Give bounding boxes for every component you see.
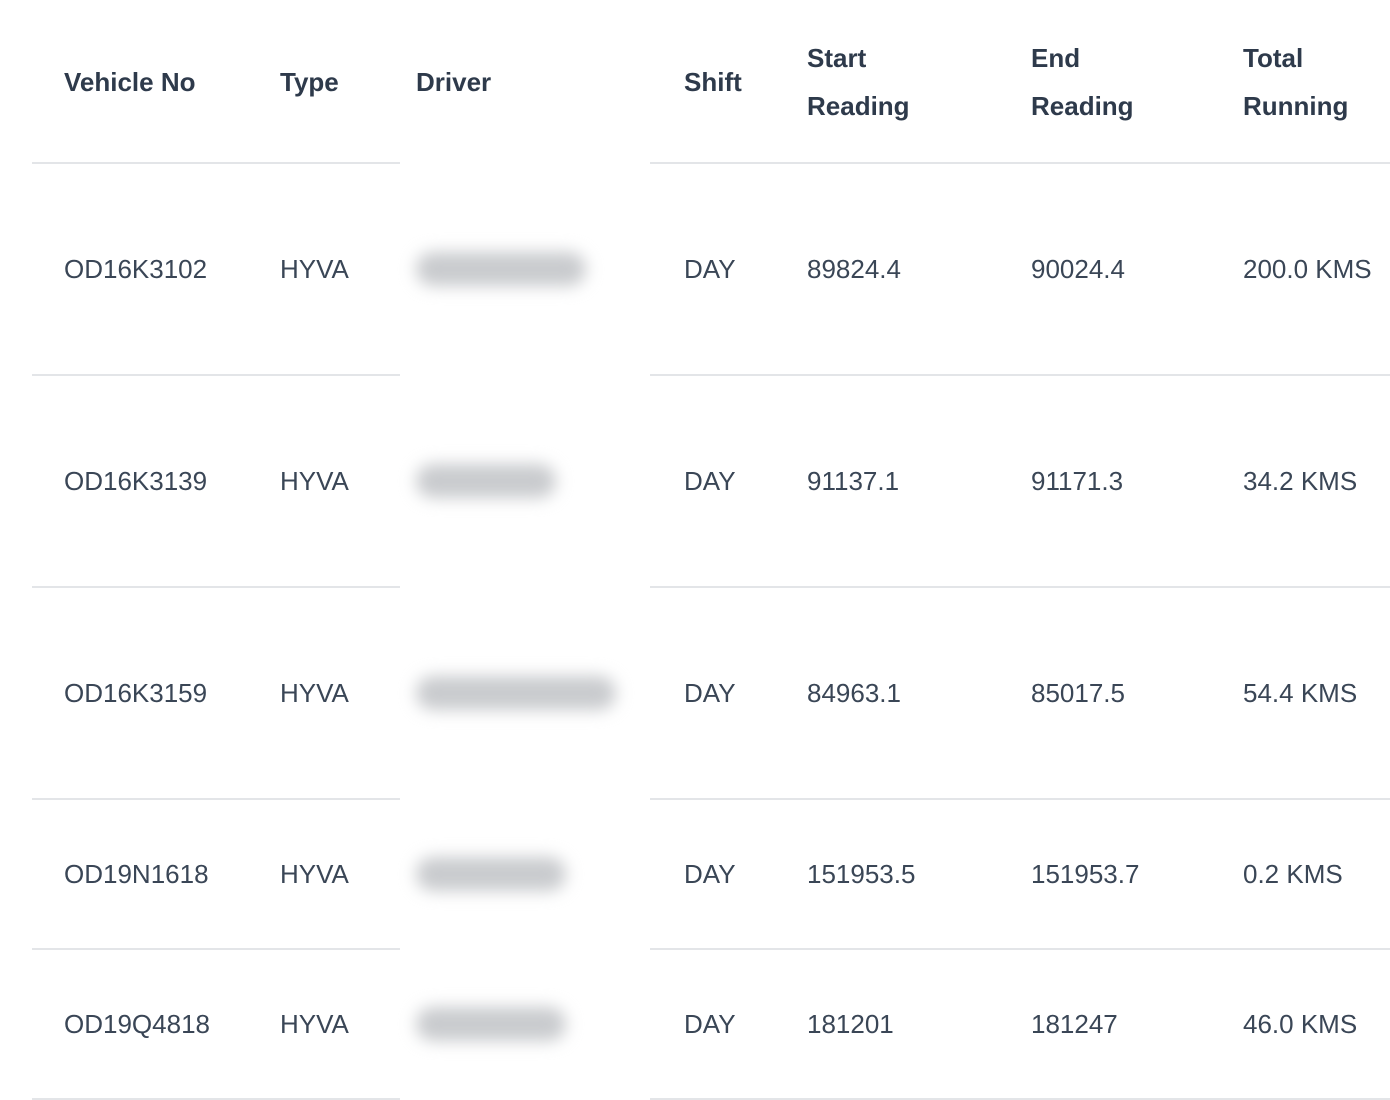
table-cell: 91137.1 (807, 465, 900, 496)
table-cell: OD19Q4818 (64, 1008, 210, 1039)
column-header: End Reading (1031, 42, 1134, 121)
table-cell: HYVA (280, 677, 349, 708)
table-cell: OD16K3102 (64, 253, 208, 284)
table-cell: 151953.5 (807, 858, 916, 889)
table-cell: 84963.1 (807, 677, 901, 708)
row-divider (650, 1098, 1390, 1100)
row-divider (32, 162, 400, 164)
table-cell: 90024.4 (1031, 253, 1125, 284)
row-divider (32, 374, 400, 376)
row-divider (650, 374, 1390, 376)
row-divider (650, 798, 1390, 800)
column-header: Vehicle No (64, 66, 196, 97)
column-header: Shift (684, 66, 742, 97)
redacted-driver (416, 464, 556, 498)
column-header: Start Reading (807, 42, 910, 121)
redacted-driver (416, 857, 566, 891)
table-cell: 200.0 KMS (1243, 253, 1372, 284)
table-cell: 181201 (807, 1008, 894, 1039)
table-cell: DAY (684, 465, 736, 496)
table-cell: DAY (684, 253, 736, 284)
row-divider (650, 948, 1390, 950)
column-header: Total Running (1243, 42, 1349, 121)
table-cell: 181247 (1031, 1008, 1118, 1039)
table-cell: OD16K3139 (64, 465, 208, 496)
table-cell: HYVA (280, 253, 349, 284)
table-cell: HYVA (280, 465, 349, 496)
column-header: Type (280, 66, 339, 97)
table-cell: OD16K3159 (64, 677, 208, 708)
table-cell: 89824.4 (807, 253, 901, 284)
table-cell: 54.4 KMS (1243, 677, 1358, 708)
table-cell: 34.2 KMS (1243, 465, 1358, 496)
redacted-driver (416, 1007, 566, 1041)
column-header: Driver (416, 66, 492, 97)
table-cell: 46.0 KMS (1243, 1008, 1358, 1039)
table-cell: HYVA (280, 1008, 349, 1039)
redacted-driver (416, 252, 586, 286)
redacted-driver (416, 676, 616, 710)
row-divider (32, 798, 400, 800)
table-cell: OD19N1618 (64, 858, 209, 889)
table-cell: 0.2 KMS (1243, 858, 1343, 889)
row-divider (32, 948, 400, 950)
table-cell: 91171.3 (1031, 465, 1124, 496)
table-cell: DAY (684, 1008, 736, 1039)
table-cell: DAY (684, 858, 736, 889)
table-cell: DAY (684, 677, 736, 708)
table-cell: 151953.7 (1031, 858, 1140, 889)
row-divider (32, 1098, 400, 1100)
row-divider (650, 162, 1390, 164)
table-cell: HYVA (280, 858, 349, 889)
table-cell: 85017.5 (1031, 677, 1125, 708)
row-divider (650, 586, 1390, 588)
row-divider (32, 586, 400, 588)
